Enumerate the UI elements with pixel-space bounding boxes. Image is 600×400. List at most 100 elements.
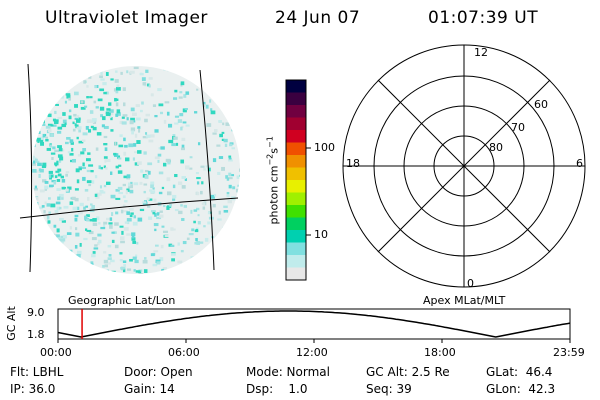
- speckle-pixel: [56, 246, 60, 249]
- speckle-pixel: [138, 273, 144, 274]
- status-glat: GLat: 46.4: [486, 365, 553, 379]
- colorbar-segment: [286, 155, 306, 168]
- colorbar-label-10: 10: [314, 228, 328, 241]
- speckle-pixel: [115, 98, 119, 101]
- speckle-pixel: [109, 224, 113, 229]
- speckle-pixel: [196, 177, 201, 180]
- speckle-pixel: [209, 72, 213, 75]
- speckle-pixel: [57, 154, 63, 158]
- speckle-pixel: [95, 106, 99, 109]
- speckle-pixel: [57, 168, 62, 172]
- speckle-pixel: [173, 97, 178, 100]
- speckle-pixel: [154, 228, 157, 232]
- speckle-pixel: [180, 147, 186, 151]
- speckle-pixel: [35, 69, 40, 74]
- speckle-pixel: [103, 125, 109, 129]
- speckle-pixel: [32, 119, 36, 122]
- speckle-pixel: [195, 272, 199, 274]
- speckle-pixel: [103, 143, 108, 146]
- speckle-pixel: [33, 196, 39, 201]
- speckle-pixel: [132, 256, 137, 260]
- speckle-pixel: [48, 197, 51, 200]
- speckle-pixel: [190, 209, 193, 214]
- speckle-pixel: [223, 138, 228, 143]
- speckle-pixel: [52, 146, 56, 150]
- speckle-pixel: [234, 66, 239, 71]
- speckle-pixel: [184, 178, 188, 181]
- speckle-pixel: [41, 103, 47, 107]
- speckle-pixel: [48, 211, 52, 215]
- speckle-pixel: [40, 139, 44, 144]
- speckle-pixel: [36, 137, 41, 142]
- speckle-pixel: [76, 179, 80, 184]
- observation-time: 01:07:39 UT: [428, 8, 539, 28]
- speckle-pixel: [176, 142, 179, 146]
- speckle-pixel: [225, 175, 228, 179]
- speckle-pixel: [45, 86, 48, 90]
- speckle-pixel: [48, 101, 53, 105]
- speckle-pixel: [221, 138, 225, 141]
- speckle-pixel: [228, 184, 232, 189]
- speckle-pixel: [119, 225, 124, 228]
- speckle-pixel: [194, 111, 198, 114]
- speckle-pixel: [81, 139, 86, 142]
- speckle-pixel: [167, 191, 172, 196]
- mlt-label-6: 6: [576, 157, 583, 170]
- speckle-pixel: [113, 152, 117, 156]
- speckle-pixel: [103, 259, 109, 264]
- speckle-pixel: [97, 98, 103, 102]
- speckle-pixel: [114, 97, 117, 102]
- timeline-x-tick-label-1: 06:00: [168, 346, 200, 359]
- speckle-pixel: [114, 141, 117, 146]
- speckle-pixel: [69, 259, 74, 264]
- speckle-pixel: [40, 123, 46, 126]
- speckle-pixel: [111, 231, 115, 234]
- speckle-pixel: [33, 116, 39, 121]
- speckle-pixel: [147, 83, 150, 87]
- speckle-pixel: [96, 216, 100, 221]
- speckle-pixel: [70, 74, 76, 78]
- speckle-pixel: [122, 183, 126, 187]
- speckle-pixel: [84, 216, 88, 220]
- speckle-pixel: [143, 151, 147, 155]
- speckle-pixel: [181, 137, 186, 141]
- speckle-pixel: [161, 186, 165, 190]
- speckle-pixel: [40, 141, 44, 146]
- speckle-pixel: [92, 126, 97, 131]
- speckle-pixel: [232, 266, 238, 270]
- speckle-pixel: [207, 167, 211, 172]
- speckle-pixel: [137, 161, 142, 165]
- speckle-pixel: [131, 130, 134, 135]
- speckle-pixel: [141, 77, 146, 81]
- speckle-pixel: [37, 162, 42, 167]
- speckle-pixel: [227, 177, 233, 180]
- speckle-pixel: [61, 149, 65, 152]
- speckle-pixel: [103, 224, 106, 229]
- speckle-pixel: [115, 87, 121, 91]
- speckle-pixel: [74, 266, 78, 271]
- speckle-pixel: [148, 139, 154, 143]
- speckle-pixel: [164, 235, 169, 238]
- speckle-pixel: [134, 162, 139, 166]
- speckle-pixel: [50, 174, 54, 178]
- timeline-y-tick-min: 1.8: [27, 328, 45, 341]
- speckle-pixel: [205, 165, 210, 168]
- speckle-pixel: [88, 268, 93, 272]
- speckle-pixel: [60, 238, 63, 242]
- speckle-pixel: [54, 75, 58, 80]
- speckle-pixel: [160, 146, 165, 150]
- speckle-pixel: [221, 246, 225, 250]
- speckle-pixel: [58, 258, 62, 261]
- speckle-pixel: [57, 262, 61, 266]
- speckle-pixel: [65, 265, 70, 268]
- speckle-pixel: [93, 100, 97, 104]
- speckle-pixel: [185, 124, 190, 127]
- speckle-pixel: [142, 201, 147, 204]
- speckle-pixel: [113, 231, 117, 234]
- speckle-pixel: [40, 233, 43, 238]
- speckle-pixel: [180, 249, 184, 253]
- speckle-pixel: [159, 111, 164, 115]
- speckle-pixel: [64, 68, 68, 71]
- speckle-pixel: [158, 147, 162, 150]
- speckle-pixel: [56, 179, 61, 182]
